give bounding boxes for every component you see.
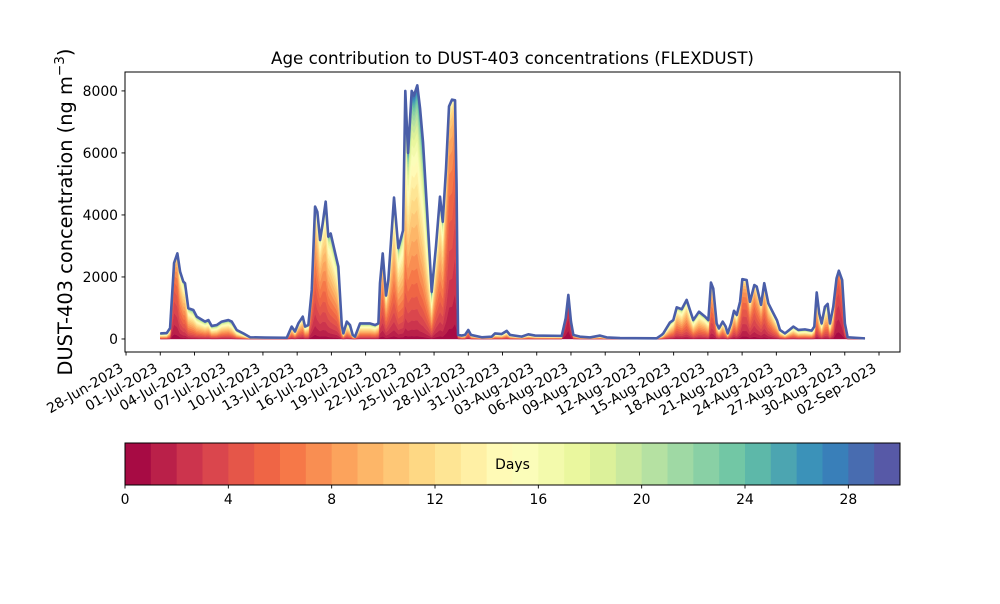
colorbar-bin-5 (254, 443, 281, 485)
colorbar-bin-8 (331, 443, 358, 485)
colorbar-tick-label: 24 (736, 492, 754, 508)
y-tick-label: 6000 (83, 146, 118, 162)
colorbar-bin-16 (538, 443, 565, 485)
colorbar-tick-label: 20 (633, 492, 651, 508)
colorbar (125, 443, 901, 485)
y-tick-label: 8000 (83, 84, 118, 100)
colorbar-bin-3 (202, 443, 229, 485)
colorbar-bin-28 (848, 443, 875, 485)
total-line-group (160, 84, 866, 340)
colorbar-axis: 0 4 8 12 16 20 24 28 (121, 485, 857, 508)
colorbar-bin-18 (590, 443, 617, 485)
colorbar-bin-0 (125, 443, 152, 485)
y-axis-label-main: DUST-403 concentration (ng m (54, 76, 77, 375)
colorbar-bin-24 (745, 443, 772, 485)
plot-area-frame (124, 71, 901, 353)
colorbar-bin-27 (822, 443, 849, 485)
colorbar-bin-22 (693, 443, 720, 485)
colorbar-tick-label: 8 (327, 492, 336, 508)
colorbar-bin-11 (409, 443, 436, 485)
colorbar-bin-2 (176, 443, 203, 485)
colorbar-bin-6 (280, 443, 307, 485)
colorbar-frame (124, 442, 901, 486)
colorbar-bin-1 (150, 443, 178, 485)
colorbar-bin-7 (305, 443, 333, 485)
y-axis-label: DUST-403 concentration (ng m−3) (52, 49, 77, 376)
y-axis-label-close: ) (54, 49, 77, 57)
colorbar-bin-9 (357, 443, 384, 485)
colorbar-bin-20 (641, 443, 668, 485)
colorbar-bin-15 (512, 443, 539, 485)
colorbar-tick-label: 28 (839, 492, 857, 508)
colorbar-tick-label: 0 (121, 492, 130, 508)
colorbar-bin-13 (460, 443, 488, 485)
y-axis-label-exponent: −3 (52, 56, 68, 76)
colorbar-tick-label: 12 (426, 492, 444, 508)
colorbar-bin-4 (228, 443, 255, 485)
colorbar-bin-25 (770, 443, 798, 485)
colorbar-bin-21 (667, 443, 694, 485)
y-axis: 0 2000 4000 6000 8000 (83, 84, 125, 348)
colorbar-bin-26 (796, 443, 823, 485)
colorbar-bin-14 (486, 443, 513, 485)
colorbar-bin-23 (719, 443, 746, 485)
chart-title: Age contribution to DUST-403 concentrati… (271, 48, 754, 68)
y-tick-label: 2000 (83, 270, 118, 286)
colorbar-bin-17 (564, 443, 591, 485)
colorbar-bin-10 (383, 443, 410, 485)
colorbar-bin-19 (615, 443, 643, 485)
total-concentration-line (160, 84, 866, 340)
colorbar-tick-label: 4 (224, 492, 233, 508)
colorbar-tick-label: 16 (529, 492, 547, 508)
colorbar-bin-29 (874, 443, 901, 485)
colorbar-bin-12 (435, 443, 462, 485)
y-tick-label: 0 (109, 332, 118, 348)
colorbar-label: Days (495, 457, 530, 473)
y-tick-label: 4000 (83, 208, 118, 224)
